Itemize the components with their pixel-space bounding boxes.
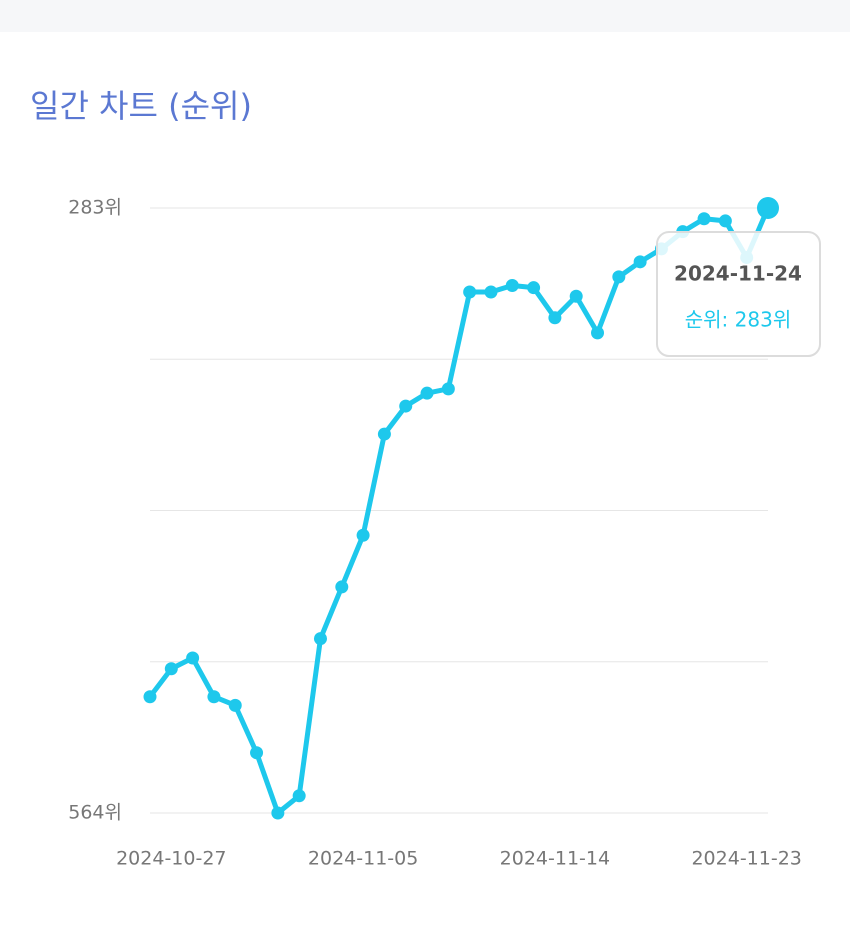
- point: [143, 690, 157, 704]
- point: [697, 212, 711, 226]
- x-tick-label: 2024-11-05: [308, 848, 418, 870]
- x-tick-label: 2024-11-23: [691, 848, 801, 870]
- point: [441, 382, 455, 396]
- point: [377, 427, 391, 441]
- point: [399, 399, 413, 413]
- point: [633, 255, 647, 269]
- point: [207, 690, 221, 704]
- point: [505, 279, 519, 293]
- point: [757, 197, 779, 219]
- top-band: [0, 0, 850, 32]
- y-tick-label: 283위: [68, 197, 122, 219]
- point: [186, 651, 200, 665]
- point: [420, 386, 434, 400]
- point: [548, 311, 562, 325]
- y-tick-label: 564위: [68, 802, 122, 824]
- point: [612, 270, 626, 284]
- point: [292, 789, 306, 803]
- point: [484, 285, 498, 299]
- point: [527, 281, 541, 295]
- tooltip-value: 순위: 283위: [685, 308, 791, 332]
- point: [250, 746, 264, 760]
- point: [591, 326, 605, 340]
- chart-title: 일간 차트 (순위): [30, 87, 252, 125]
- point: [313, 632, 327, 646]
- point: [356, 528, 370, 542]
- tooltip-date: 2024-11-24: [674, 262, 802, 286]
- x-tick-label: 2024-11-14: [500, 848, 610, 870]
- point: [228, 698, 242, 712]
- point: [463, 285, 477, 299]
- x-tick-label: 2024-10-27: [116, 848, 226, 870]
- point: [718, 214, 732, 228]
- point: [569, 289, 583, 303]
- tooltip-box: [656, 231, 821, 357]
- tooltip: 2024-11-24 순위: 283위: [656, 231, 821, 357]
- point: [271, 806, 285, 820]
- point: [164, 662, 178, 676]
- point: [335, 580, 349, 594]
